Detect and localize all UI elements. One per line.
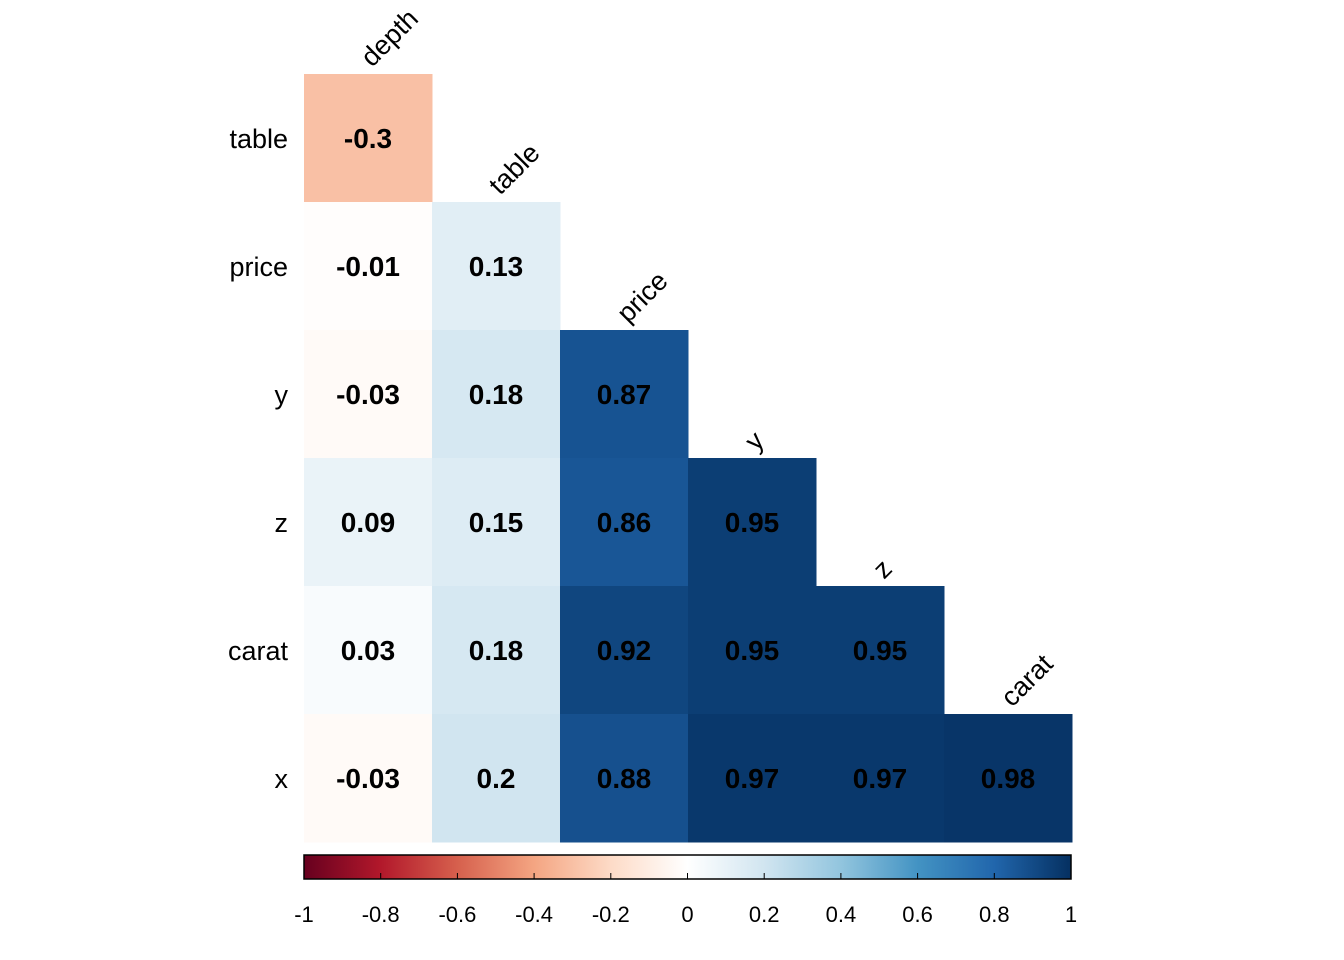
heatmap-cell-price-depth bbox=[304, 202, 433, 331]
column-label-table: table bbox=[483, 138, 546, 201]
cell-value-label: 0.92 bbox=[597, 635, 652, 666]
cell-value-label: 0.97 bbox=[725, 763, 780, 794]
heatmap-cell-x-table bbox=[432, 714, 561, 843]
colorbar-tick-label: -1 bbox=[294, 902, 314, 927]
heatmap-cells: -0.3 -0.01 0.13 -0.03 0.18 0.87 0.09 0.15 0.86 0.… bbox=[304, 74, 1073, 843]
heatmap-cell-y-depth bbox=[304, 330, 433, 459]
heatmap-cell-carat-y bbox=[688, 586, 817, 715]
row-label-table: table bbox=[229, 124, 288, 154]
cell-value-label: -0.3 bbox=[344, 123, 392, 154]
cell-value-label: 0.97 bbox=[853, 763, 908, 794]
cell-value-label: -0.01 bbox=[336, 251, 400, 282]
row-labels: table price y z carat x bbox=[228, 124, 289, 794]
heatmap-cell-carat-depth bbox=[304, 586, 433, 715]
column-label-z: z bbox=[867, 553, 898, 584]
row-label-z: z bbox=[275, 508, 289, 538]
heatmap-cell-x-depth bbox=[304, 714, 433, 843]
colorbar-tick-label: 0.2 bbox=[749, 902, 780, 927]
cell-value-label: 0.95 bbox=[725, 635, 780, 666]
row-label-x: x bbox=[275, 764, 289, 794]
colorbar-tick-label: 0.4 bbox=[826, 902, 857, 927]
cell-value-label: 0.86 bbox=[597, 507, 652, 538]
heatmap-cell-y-price bbox=[560, 330, 689, 459]
cell-value-label: 0.87 bbox=[597, 379, 652, 410]
colorbar-tick-label: -0.4 bbox=[515, 902, 553, 927]
cell-value-label: -0.03 bbox=[336, 763, 400, 794]
row-label-y: y bbox=[275, 380, 289, 410]
colorbar-tick-label: 0 bbox=[681, 902, 693, 927]
heatmap-cell-x-z bbox=[816, 714, 945, 843]
heatmap-cell-z-table bbox=[432, 458, 561, 587]
heatmap-cell-z-y bbox=[688, 458, 817, 587]
cell-value-label: 0.03 bbox=[341, 635, 396, 666]
cell-value-label: 0.13 bbox=[469, 251, 524, 282]
colorbar-tick-label: -0.8 bbox=[362, 902, 400, 927]
heatmap-cell-x-price bbox=[560, 714, 689, 843]
heatmap-cell-x-y bbox=[688, 714, 817, 843]
cell-value-label: 0.18 bbox=[469, 379, 524, 410]
colorbar-tick-label: -0.6 bbox=[438, 902, 476, 927]
heatmap-cell-carat-table bbox=[432, 586, 561, 715]
cell-value-label: 0.98 bbox=[981, 763, 1036, 794]
row-label-carat: carat bbox=[228, 636, 289, 666]
heatmap-cell-table-depth bbox=[304, 74, 433, 203]
heatmap-cell-carat-z bbox=[816, 586, 945, 715]
cell-value-label: 0.2 bbox=[477, 763, 516, 794]
cell-value-label: 0.18 bbox=[469, 635, 524, 666]
color-legend: -1 -0.8 -0.6 -0.4 -0.2 0 0.2 0.4 0.6 0.8 1 bbox=[294, 854, 1077, 927]
colorbar-tick-label: 1 bbox=[1065, 902, 1077, 927]
cell-value-label: -0.03 bbox=[336, 379, 400, 410]
heatmap-cell-y-table bbox=[432, 330, 561, 459]
cell-value-label: 0.09 bbox=[341, 507, 396, 538]
cell-value-label: 0.88 bbox=[597, 763, 652, 794]
column-label-y: y bbox=[739, 425, 770, 456]
cell-value-label: 0.95 bbox=[853, 635, 908, 666]
heatmap-cell-x-carat bbox=[944, 714, 1073, 843]
column-label-depth: depth bbox=[355, 3, 424, 72]
row-label-price: price bbox=[229, 252, 288, 282]
cell-value-label: 0.15 bbox=[469, 507, 524, 538]
column-label-price: price bbox=[611, 266, 674, 329]
column-label-carat: carat bbox=[995, 648, 1059, 712]
heatmap-cell-z-price bbox=[560, 458, 689, 587]
heatmap-cell-price-table bbox=[432, 202, 561, 331]
cell-value-label: 0.95 bbox=[725, 507, 780, 538]
heatmap-cell-carat-price bbox=[560, 586, 689, 715]
colorbar-tick-label: 0.6 bbox=[902, 902, 933, 927]
colorbar-tick-label: -0.2 bbox=[592, 902, 630, 927]
heatmap-cell-z-depth bbox=[304, 458, 433, 587]
colorbar-tick-label: 0.8 bbox=[979, 902, 1010, 927]
